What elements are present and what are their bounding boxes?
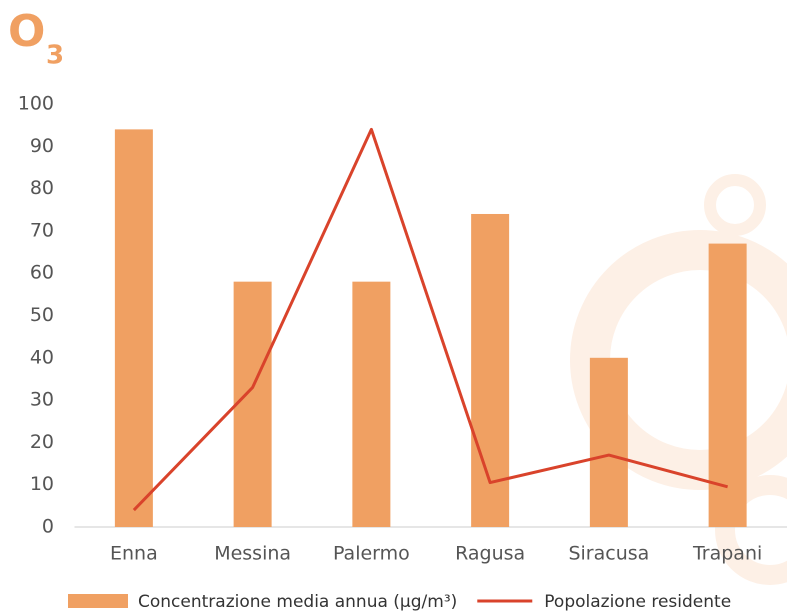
x-tick-label: Trapani [692, 543, 762, 565]
y-tick-label: 10 [30, 473, 54, 495]
y-tick-label: 50 [30, 304, 54, 326]
bar [352, 281, 391, 527]
y-tick-label: 100 [18, 93, 54, 115]
chart-title: O [8, 6, 45, 57]
y-tick-label: 90 [30, 135, 54, 157]
x-tick-label: Palermo [333, 543, 410, 565]
x-tick-label: Ragusa [455, 543, 525, 565]
bar [471, 213, 510, 528]
y-tick-label: 40 [30, 346, 54, 368]
x-tick-label: Enna [110, 543, 158, 565]
x-tick-label: Siracusa [568, 543, 649, 565]
chart-title-subscript: 3 [46, 41, 64, 71]
y-tick-label: 80 [30, 177, 54, 199]
x-tick-label: Messina [214, 543, 291, 565]
bar [233, 281, 272, 527]
legend-label: Concentrazione media annua (µg/m³) [138, 592, 457, 612]
y-tick-label: 70 [30, 219, 54, 241]
bar [708, 243, 747, 527]
legend-swatch [68, 594, 128, 608]
legend-label: Popolazione residente [544, 592, 731, 612]
bar [114, 129, 153, 527]
y-tick-label: 0 [42, 516, 54, 538]
y-tick-label: 20 [30, 431, 54, 453]
bar [589, 357, 628, 527]
y-tick-label: 60 [30, 262, 54, 284]
y-tick-label: 30 [30, 389, 54, 411]
line [132, 127, 729, 512]
